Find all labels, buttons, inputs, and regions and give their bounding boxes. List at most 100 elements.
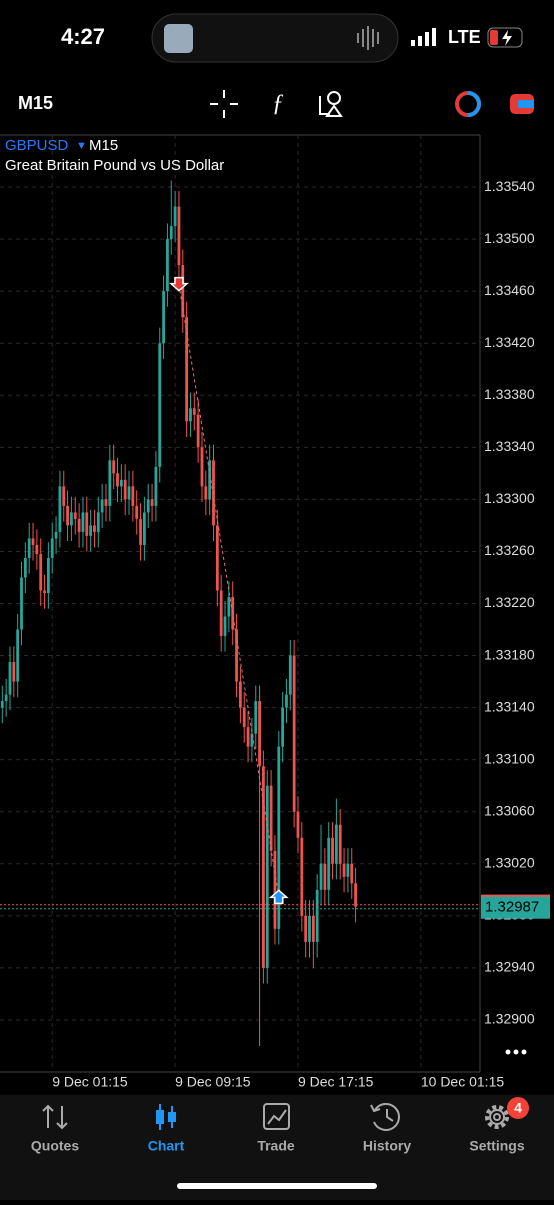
x-tick-label: 9 Dec 01:15	[52, 1074, 128, 1090]
tab-label[interactable]: History	[363, 1138, 411, 1154]
candle-body	[0, 701, 4, 708]
dynamic-island	[151, 13, 399, 63]
home-indicator	[177, 1183, 377, 1189]
candle-body	[77, 518, 81, 532]
candle-body	[104, 499, 108, 506]
candle-body	[227, 596, 231, 617]
candle-body	[93, 525, 96, 532]
candle-body	[292, 655, 296, 812]
candle-body	[185, 317, 189, 422]
settings-icon[interactable]	[485, 1105, 509, 1129]
candle-body	[177, 206, 181, 266]
account-icon-part	[518, 100, 534, 108]
tab-label[interactable]: Trade	[257, 1138, 295, 1154]
candle-body	[66, 505, 69, 526]
y-tick-label: 1.33380	[484, 386, 535, 402]
candle-body	[215, 525, 219, 591]
indicators-icon[interactable]: ƒ	[272, 91, 284, 117]
candle-body	[254, 701, 258, 734]
trade-arrow	[268, 889, 289, 905]
y-tick-label: 1.33060	[484, 802, 535, 818]
candle-body	[150, 499, 154, 506]
candle-body	[258, 701, 261, 767]
y-tick-label: 1.32940	[484, 959, 535, 975]
candle-body	[200, 447, 204, 487]
candle-body	[281, 707, 285, 747]
x-tick-label: 10 Dec 01:15	[421, 1074, 504, 1090]
history-icon[interactable]	[370, 1103, 400, 1131]
last-price-box	[481, 894, 550, 919]
candle-body	[285, 694, 288, 708]
candle-body	[288, 655, 292, 695]
y-tick-label: 1.33340	[484, 438, 535, 454]
battery	[487, 27, 523, 48]
candle-body	[70, 512, 73, 526]
objects-icon[interactable]	[319, 91, 343, 117]
candle-body	[338, 824, 342, 864]
badge-count: 4	[514, 1100, 522, 1116]
crosshair-icon[interactable]	[210, 90, 238, 118]
y-tick-label: 1.33180	[484, 646, 535, 662]
candle-body	[35, 544, 39, 555]
y-tick-label: 1.33140	[484, 698, 535, 714]
candle-body	[96, 512, 100, 532]
badge	[507, 1097, 529, 1119]
candle-body	[208, 460, 212, 500]
candle-body	[235, 629, 238, 682]
symbol[interactable]: GBPUSD	[5, 137, 69, 154]
tab-label[interactable]: Chart	[148, 1138, 185, 1154]
candle-body	[131, 486, 135, 506]
candle-body	[31, 538, 35, 545]
symbol-timeframe: M15	[89, 137, 118, 154]
candle-body	[262, 766, 265, 968]
candle-body	[327, 837, 331, 890]
candle-body	[8, 662, 12, 695]
tab-label[interactable]: Quotes	[31, 1138, 79, 1154]
candle-body	[169, 226, 173, 240]
candle-body	[62, 486, 66, 506]
more-button[interactable]	[505, 1049, 527, 1055]
candle-body	[192, 408, 196, 415]
avatar	[164, 24, 193, 53]
candle-body	[16, 629, 20, 682]
candle-body	[323, 863, 327, 890]
candle-body	[319, 863, 323, 890]
signal	[411, 28, 436, 46]
symbol-description: Great Britain Pound vs US Dollar	[5, 157, 224, 174]
candle-body	[238, 681, 242, 708]
chart-icon[interactable]	[156, 1104, 176, 1130]
y-tick-label: 1.33420	[484, 334, 535, 350]
candle-body	[39, 554, 43, 591]
x-tick-label: 9 Dec 09:15	[175, 1074, 251, 1090]
trade-icon-half	[467, 91, 481, 117]
candle-body	[173, 206, 177, 227]
candle-body	[246, 727, 250, 747]
candle-body	[223, 616, 227, 637]
candle-body	[12, 662, 16, 682]
quotes-icon[interactable]	[42, 1104, 68, 1130]
y-tick-label: 1.33100	[484, 750, 535, 766]
candle-body	[158, 343, 162, 467]
tab-label[interactable]: Settings	[469, 1138, 524, 1154]
candle-body	[58, 486, 62, 532]
candle-body	[315, 889, 319, 942]
candle-body	[81, 512, 85, 532]
candle-body	[54, 531, 58, 539]
y-tick-label: 1.33460	[484, 282, 535, 298]
y-tick-label: 1.33260	[484, 542, 535, 558]
candle-body	[269, 785, 273, 851]
timeframe-button[interactable]: M15	[18, 93, 53, 113]
candle-body	[100, 499, 104, 513]
candle-body	[300, 837, 304, 916]
candle-body	[146, 499, 150, 513]
candle-body	[166, 239, 169, 292]
candle-body	[242, 707, 246, 728]
y-tick-label: 1.33540	[484, 178, 535, 194]
candle-body	[346, 863, 350, 877]
candle-body	[308, 915, 311, 942]
candle-body	[154, 466, 158, 506]
candle-body	[23, 557, 27, 578]
trade-tab-icon[interactable]	[263, 1103, 290, 1130]
